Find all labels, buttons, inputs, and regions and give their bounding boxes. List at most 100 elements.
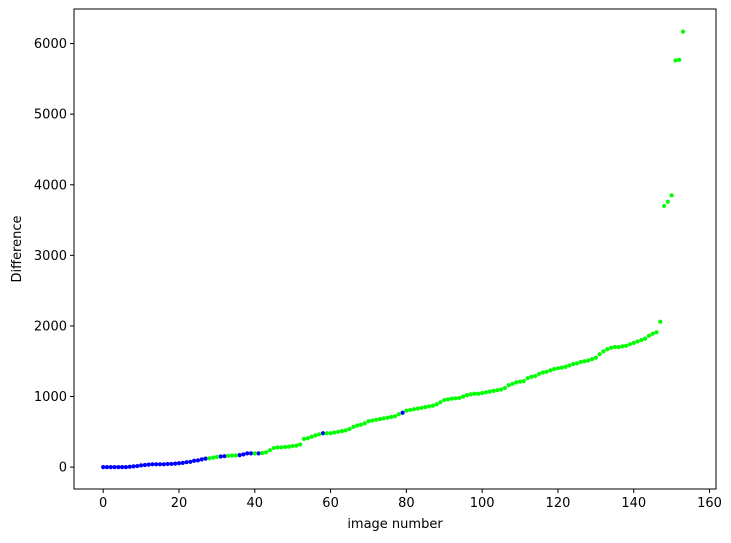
data-point: [571, 361, 576, 367]
data-point: [464, 393, 470, 398]
data-point: [157, 462, 163, 467]
data-point: [317, 432, 322, 437]
data-point: [161, 462, 166, 467]
data-point: [309, 434, 314, 439]
data-point: [279, 445, 284, 450]
data-point: [457, 395, 462, 401]
data-point: [540, 370, 545, 375]
data-point: [343, 428, 348, 433]
data-point: [199, 457, 204, 462]
y-tick-label: 6000: [34, 37, 67, 52]
data-point: [533, 373, 538, 379]
data-point: [680, 29, 686, 34]
data-point: [419, 405, 424, 410]
x-tick-label: 120: [546, 496, 571, 511]
data-point: [404, 408, 409, 413]
x-tick-label: 60: [322, 496, 339, 511]
x-axis-ticks: 0 20 40 60 80 100 120 140 160: [99, 489, 722, 511]
data-point: [150, 462, 155, 467]
data-point: [400, 410, 405, 415]
data-point: [442, 397, 447, 403]
data-point: [593, 355, 598, 360]
data-point: [434, 402, 439, 407]
data-point: [116, 465, 121, 470]
data-point: [108, 465, 113, 470]
data-point: [142, 462, 147, 468]
data-point: [529, 374, 534, 379]
data-point: [214, 454, 219, 459]
x-tick-label: 80: [398, 496, 415, 511]
data-point: [559, 365, 564, 370]
data-point: [207, 456, 212, 461]
data-point: [480, 390, 485, 396]
data-point: [669, 193, 674, 198]
data-point: [563, 364, 568, 369]
y-axis-label: Difference: [10, 215, 25, 282]
data-point: [438, 400, 443, 405]
data-point: [385, 415, 390, 420]
data-point: [127, 464, 132, 469]
x-tick-label: 140: [621, 496, 646, 511]
data-point: [578, 359, 583, 365]
data-point: [616, 345, 621, 350]
data-point: [210, 455, 216, 460]
data-point: [627, 342, 633, 347]
data-point: [237, 453, 242, 458]
data-point: [328, 431, 333, 436]
data-point: [415, 406, 420, 411]
data-point: [423, 405, 428, 410]
data-point: [320, 431, 326, 436]
data-point: [336, 429, 341, 434]
data-point: [658, 319, 663, 324]
data-point: [392, 414, 398, 419]
data-point: [408, 407, 413, 413]
y-tick-label: 5000: [34, 108, 67, 123]
data-point: [476, 391, 481, 396]
data-point: [502, 385, 508, 391]
data-point: [510, 381, 515, 386]
data-point: [654, 330, 659, 335]
data-point: [112, 465, 117, 470]
data-point: [131, 464, 136, 469]
data-point: [389, 414, 394, 420]
data-point: [123, 465, 129, 470]
data-point: [347, 426, 352, 432]
x-tick-label: 0: [99, 496, 107, 511]
data-point: [620, 344, 625, 349]
data-point: [449, 396, 454, 401]
data-point: [358, 422, 363, 427]
data-point: [188, 459, 193, 464]
data-point: [673, 58, 678, 63]
data-point: [548, 368, 553, 373]
data-point: [567, 363, 572, 368]
data-point: [195, 458, 201, 463]
data-point: [222, 454, 227, 459]
data-point: [555, 366, 561, 371]
data-point: [495, 388, 500, 393]
data-point: [203, 456, 208, 461]
data-point: [453, 396, 458, 401]
data-point: [362, 421, 367, 426]
data-point: [241, 452, 246, 457]
data-point: [135, 463, 140, 469]
data-point: [282, 444, 288, 450]
data-point: [173, 461, 178, 466]
data-point: [608, 345, 614, 350]
data-point: [491, 388, 496, 393]
data-point: [180, 460, 185, 465]
data-point: [677, 57, 682, 62]
x-tick-label: 100: [470, 496, 495, 511]
data-point: [597, 352, 602, 357]
data-point: [635, 339, 640, 344]
data-point: [552, 366, 557, 372]
data-point: [275, 445, 280, 450]
data-point: [589, 357, 595, 362]
data-point: [445, 397, 451, 402]
data-point: [521, 378, 526, 384]
data-point: [661, 203, 667, 209]
data-point: [381, 416, 386, 421]
data-point: [271, 445, 276, 451]
data-point: [366, 419, 371, 424]
data-point: [355, 423, 360, 428]
data-point: [264, 450, 269, 455]
